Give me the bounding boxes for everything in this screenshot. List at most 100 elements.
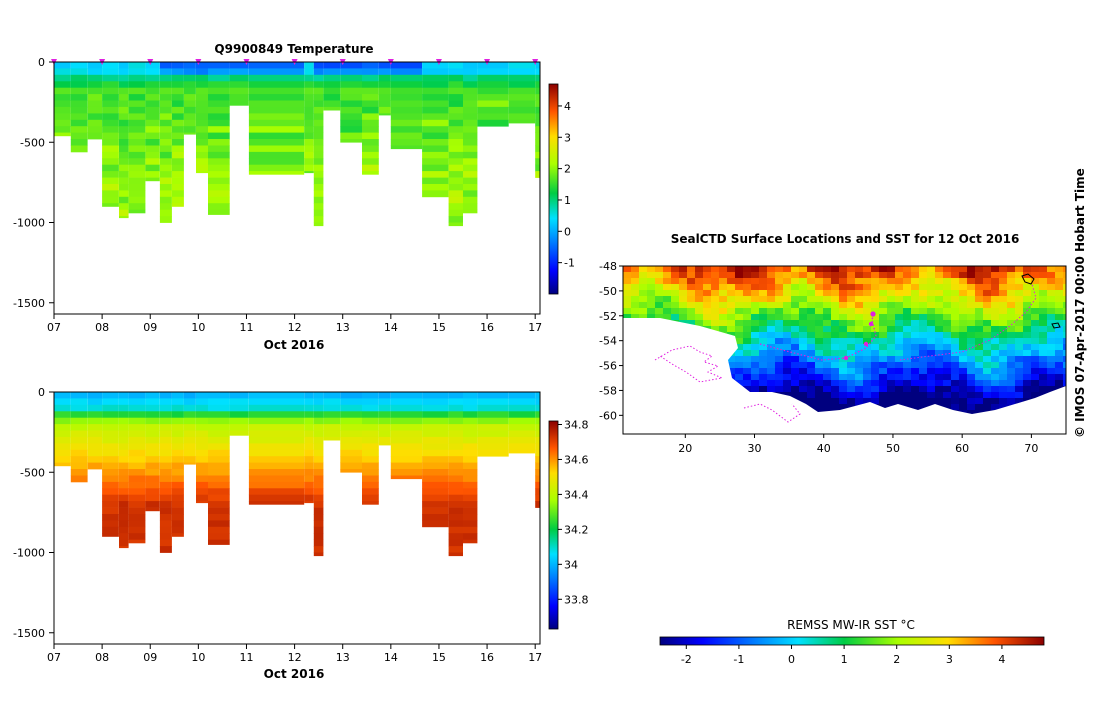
section-cell [145, 481, 160, 489]
section-cell [508, 119, 536, 124]
sst-cell [943, 302, 952, 309]
sst-cell [1015, 374, 1024, 381]
section-cell [362, 106, 379, 114]
salinity-colorbar [548, 420, 559, 630]
sst-cell [759, 344, 768, 351]
section-cell [70, 119, 88, 127]
section-cell [171, 436, 184, 444]
section-cell [362, 404, 379, 412]
section-cell [535, 164, 540, 172]
sst-cell [775, 302, 784, 309]
sst-cell [991, 398, 1000, 405]
sst-cell [951, 284, 960, 291]
section-cell [390, 68, 423, 76]
section-cell [159, 443, 172, 451]
sst-cell [639, 278, 648, 285]
y-tick-label: -1500 [13, 297, 45, 310]
section-cell [390, 126, 423, 133]
section-cell [248, 392, 305, 399]
section-cell [304, 94, 314, 101]
sst-cell [759, 380, 768, 387]
x-tick-label: 13 [336, 321, 350, 334]
section-cell [340, 68, 362, 76]
sst-cell [1047, 326, 1056, 333]
sst-cell [927, 290, 936, 297]
sst-cell [983, 266, 992, 273]
sst-cell [983, 350, 992, 357]
sst-cell [999, 332, 1008, 339]
sst-cell [703, 320, 712, 327]
section-cell [145, 456, 160, 463]
sst-cell [1007, 392, 1016, 399]
sst-cell [1047, 296, 1056, 303]
sst-cell [895, 350, 904, 357]
sst-cell [879, 278, 888, 285]
sst-cell [1063, 266, 1066, 273]
section-cell [159, 164, 172, 172]
sst-cell [735, 344, 744, 351]
sst-cell [975, 404, 984, 411]
sst-cell [1023, 320, 1032, 327]
sst-cell [839, 344, 848, 351]
sst-cell [887, 392, 896, 399]
sst-cell [991, 356, 1000, 363]
sst-cell [623, 314, 632, 321]
section-cell [145, 126, 160, 133]
sst-cell [879, 344, 888, 351]
sst-cell [855, 296, 864, 303]
section-cell [119, 456, 129, 463]
section-cell [304, 392, 314, 399]
section-cell [477, 398, 509, 406]
sst-cell [847, 320, 856, 327]
sst-cell [751, 332, 760, 339]
sst-cell [719, 272, 728, 279]
sst-cell [951, 380, 960, 387]
section-cell [128, 74, 146, 82]
sst-cell [719, 278, 728, 285]
sst-cell [759, 374, 768, 381]
section-cell [323, 100, 341, 108]
sst-cell [759, 284, 768, 291]
sst-cell [743, 302, 752, 309]
sst-cell [735, 284, 744, 291]
sst-cell [911, 362, 920, 369]
sst-cell [767, 386, 776, 393]
section-cell [159, 74, 172, 82]
colorbar-tick-label: 1 [564, 194, 571, 207]
sst-cell [783, 368, 792, 375]
sst-cell [911, 344, 920, 351]
section-cell [145, 488, 160, 496]
sst-cell [991, 368, 1000, 375]
section-cell [422, 404, 449, 412]
section-cell [196, 164, 208, 172]
section-cell [313, 209, 324, 217]
sst-cell [967, 308, 976, 315]
sst-cell [951, 326, 960, 333]
section-cell [390, 443, 423, 451]
sst-cell [791, 314, 800, 321]
sst-cell [831, 398, 840, 405]
sst-cell [959, 404, 968, 411]
section-cell [362, 430, 379, 438]
sst-cell [919, 392, 928, 399]
sst-cell [871, 272, 880, 279]
sst-cell [991, 392, 1000, 399]
section-cell [340, 62, 362, 69]
sst-cell [895, 338, 904, 345]
sst-cell [863, 332, 872, 339]
sst-cell [983, 374, 992, 381]
sst-cell [887, 362, 896, 369]
sst-cell [983, 380, 992, 387]
section-cell [448, 216, 463, 223]
sst-cell [999, 266, 1008, 273]
section-cell [463, 507, 478, 515]
sst-cell [719, 284, 728, 291]
section-cell [128, 209, 146, 214]
sst-cell [863, 302, 872, 309]
sst-cell [663, 308, 672, 315]
section-cell [422, 469, 449, 476]
section-cell [196, 74, 208, 82]
section-cell [422, 520, 449, 528]
section-cell [422, 126, 449, 133]
sst-cell [799, 362, 808, 369]
